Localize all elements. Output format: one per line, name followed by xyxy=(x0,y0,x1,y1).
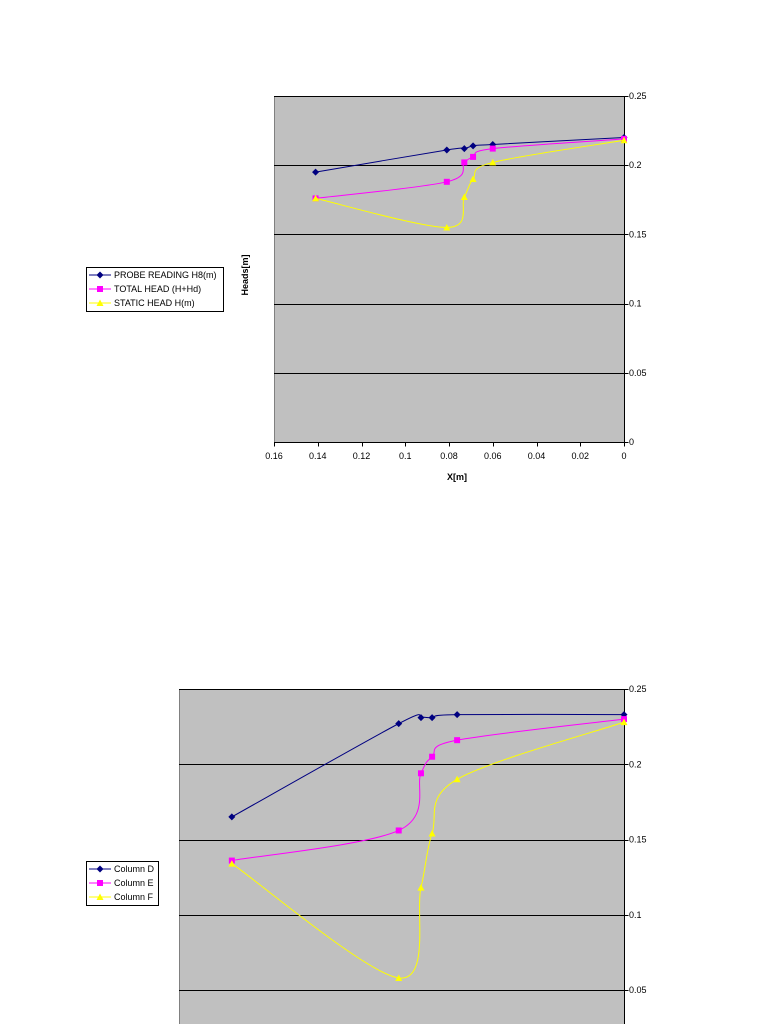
chart-1-series-2-point-4 xyxy=(470,153,477,160)
legend-swatch xyxy=(89,286,111,292)
chart-1-legend-item-2: TOTAL HEAD (H+Hd) xyxy=(87,282,223,296)
chart-2-series-1-point-4 xyxy=(428,714,436,722)
chart-1-legend: PROBE READING H8(m) TOTAL HEAD (H+Hd) ST… xyxy=(86,267,224,312)
chart-1-y-tick-label-1: 0.25 xyxy=(629,91,647,101)
chart-2-series-1-point-5 xyxy=(453,711,461,719)
chart-1-series-2-point-2 xyxy=(443,178,450,185)
chart-1-plot-area xyxy=(274,96,624,442)
chart-1-x-tick-label-1: 0.16 xyxy=(265,451,283,461)
chart-1-x-tick-label-7: 0.04 xyxy=(528,451,546,461)
diamond-marker-icon xyxy=(96,865,104,873)
chart-2-series-3 xyxy=(228,718,628,981)
chart-1-series-2-line xyxy=(315,138,625,199)
chart-2-series-3-point-4 xyxy=(428,829,436,837)
square-marker-icon xyxy=(97,880,103,886)
chart-1-series-3-point-3 xyxy=(460,193,468,201)
chart-2: 0.25 0.2 0.15 0.1 0.05 xyxy=(179,684,647,1024)
chart-1-x-tick-label-5: 0.08 xyxy=(440,451,458,461)
chart-1-series-3-line xyxy=(315,139,625,228)
triangle-marker-icon xyxy=(96,299,104,306)
chart-2-series-2-line xyxy=(231,718,625,862)
chart-2-y-tick-label-4: 0.1 xyxy=(629,910,642,920)
chart-1-series-1-point-4 xyxy=(469,142,477,150)
chart-1-y-tick-label-2: 0.2 xyxy=(629,160,642,170)
chart-2-legend-item-3: Column F xyxy=(87,890,158,904)
square-marker-icon xyxy=(97,286,103,292)
chart-2-series-3-point-5 xyxy=(453,775,461,783)
chart-1-legend-item-3: STATIC HEAD H(m) xyxy=(87,296,223,310)
chart-2-series-3-point-3 xyxy=(417,884,425,891)
chart-2-series-2-point-2 xyxy=(395,827,402,834)
chart-1-series-3-point-2 xyxy=(443,223,451,231)
chart-2-series-1 xyxy=(228,711,628,821)
legend-swatch xyxy=(89,299,111,306)
legend-label: Column F xyxy=(114,892,154,902)
chart-1-series-2-point-3 xyxy=(461,159,468,166)
chart-2-series-2-point-4 xyxy=(429,753,436,760)
chart-2-series-3-line xyxy=(231,721,625,979)
legend-label: STATIC HEAD H(m) xyxy=(114,298,195,308)
chart-2-series-3-point-2 xyxy=(395,974,403,981)
chart-2-legend-item-1: Column D xyxy=(87,862,158,876)
chart-1-series-2-point-5 xyxy=(489,145,496,152)
chart-1-x-tick-label-8: 0.02 xyxy=(571,451,589,461)
chart-2-series-2-point-5 xyxy=(454,737,461,744)
chart-1-series-3-point-1 xyxy=(312,194,320,202)
chart-2-series-2-point-3 xyxy=(417,770,424,777)
chart-1-series-3-point-5 xyxy=(489,158,497,166)
triangle-marker-icon xyxy=(96,893,104,900)
chart-2-legend-item-2: Column E xyxy=(87,876,158,890)
chart-1-x-tick-label-4: 0.1 xyxy=(399,451,412,461)
chart-1-series-1-point-3 xyxy=(460,145,468,153)
legend-swatch xyxy=(89,271,111,279)
chart-2-legend: Column D Column E Column F xyxy=(86,861,159,906)
chart-1-x-tick-label-2: 0.14 xyxy=(309,451,327,461)
chart-1-series-1-point-1 xyxy=(312,168,320,176)
chart-2-series-3-point-6 xyxy=(620,718,628,726)
chart-2-plot-area xyxy=(179,689,624,1024)
chart-1-x-tick-label-6: 0.06 xyxy=(484,451,502,461)
chart-1-series-3 xyxy=(312,136,628,231)
chart-1-y-tick-label-5: 0.05 xyxy=(629,368,647,378)
chart-1-y-tick-label-6: 0 xyxy=(629,437,634,447)
legend-label: Column E xyxy=(114,878,154,888)
chart-1-x-axis-title: X[m] xyxy=(447,472,467,482)
diamond-marker-icon xyxy=(96,271,104,279)
legend-swatch xyxy=(89,893,111,900)
chart-2-series-1-line xyxy=(231,713,625,818)
chart-1-y-tick-label-4: 0.1 xyxy=(629,299,642,309)
chart-2-y-tick-label-2: 0.2 xyxy=(629,759,642,769)
chart-1-legend-item-1: PROBE READING H8(m) xyxy=(87,268,223,282)
chart-1-y-axis-title: Heads[m] xyxy=(240,254,250,295)
legend-label: Column D xyxy=(114,864,155,874)
chart-1-series-1-point-2 xyxy=(443,146,451,154)
chart-2-y-tick-label-1: 0.25 xyxy=(629,684,647,694)
chart-2-series-1-point-1 xyxy=(228,813,236,821)
chart-1-series-3-point-6 xyxy=(620,136,628,144)
chart-2-series-1-point-3 xyxy=(417,714,425,722)
chart-1-y-tick-label-3: 0.15 xyxy=(629,229,647,239)
legend-swatch xyxy=(89,880,111,886)
chart-1: 0.16 0.14 0.12 0.1 0.08 0.06 0.04 0.02 0 0.25 0.2 0… xyxy=(240,91,647,482)
chart-2-y-tick-label-3: 0.15 xyxy=(629,835,647,845)
chart-2-y-tick-label-5: 0.05 xyxy=(629,985,647,995)
chart-1-series-3-point-4 xyxy=(469,175,477,183)
legend-label: TOTAL HEAD (H+Hd) xyxy=(114,284,202,294)
legend-swatch xyxy=(89,865,111,873)
chart-1-x-tick-label-3: 0.12 xyxy=(353,451,371,461)
chart-1-series-1-line xyxy=(315,137,625,173)
chart-1-x-tick-label-9: 0 xyxy=(621,451,626,461)
chart-2-series-1-point-2 xyxy=(395,720,403,728)
chart-2-series-3-point-1 xyxy=(228,860,236,867)
legend-label: PROBE READING H8(m) xyxy=(114,270,217,280)
